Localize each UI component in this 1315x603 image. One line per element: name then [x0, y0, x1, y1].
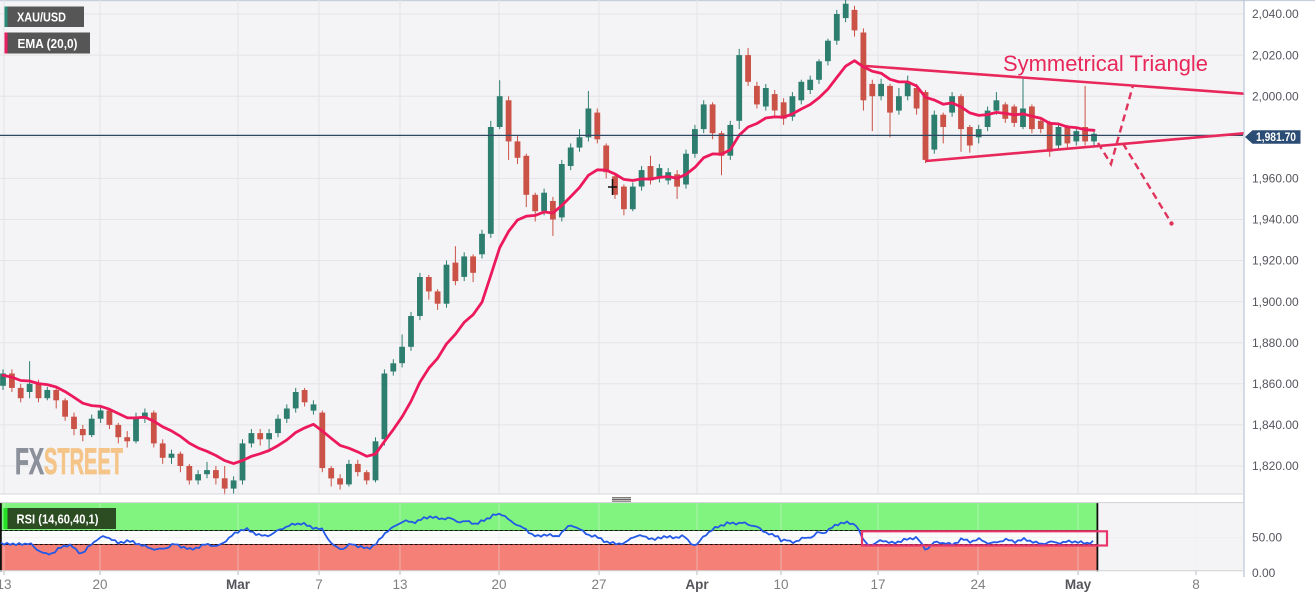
svg-text:10: 10: [773, 577, 788, 592]
svg-text:2,020.00: 2,020.00: [1252, 48, 1299, 62]
svg-text:1,860.00: 1,860.00: [1252, 377, 1299, 391]
svg-text:Symmetrical Triangle: Symmetrical Triangle: [1003, 51, 1208, 76]
svg-text:Mar: Mar: [226, 577, 251, 592]
svg-text:1,960.00: 1,960.00: [1252, 172, 1299, 186]
svg-text:13: 13: [392, 577, 407, 592]
svg-text:20: 20: [92, 577, 107, 592]
svg-text:50.00: 50.00: [1252, 531, 1282, 545]
svg-text:RSI (14,60,40,1): RSI (14,60,40,1): [17, 512, 99, 527]
svg-text:1,920.00: 1,920.00: [1252, 254, 1299, 268]
svg-text:20: 20: [491, 577, 506, 592]
svg-text:1,840.00: 1,840.00: [1252, 418, 1299, 432]
svg-text:1,981.70: 1,981.70: [1256, 132, 1296, 144]
svg-text:FX: FX: [15, 441, 44, 482]
svg-text:Apr: Apr: [685, 577, 709, 592]
svg-text:1,880.00: 1,880.00: [1252, 336, 1299, 350]
svg-text:7: 7: [315, 577, 323, 592]
svg-text:1,820.00: 1,820.00: [1252, 459, 1299, 473]
svg-text:STREET: STREET: [44, 441, 123, 482]
svg-text:1,900.00: 1,900.00: [1252, 295, 1299, 309]
svg-text:13: 13: [0, 577, 12, 592]
svg-text:1,940.00: 1,940.00: [1252, 213, 1299, 227]
svg-text:8: 8: [1192, 577, 1200, 592]
svg-text:27: 27: [591, 577, 606, 592]
svg-text:0.00: 0.00: [1252, 566, 1276, 580]
svg-text:24: 24: [970, 577, 986, 592]
svg-text:May: May: [1065, 577, 1092, 592]
svg-text:EMA (20,0): EMA (20,0): [18, 37, 78, 51]
svg-text:2,040.00: 2,040.00: [1252, 7, 1299, 21]
svg-text:XAU/USD: XAU/USD: [17, 11, 66, 25]
svg-text:2,000.00: 2,000.00: [1252, 89, 1299, 103]
svg-text:17: 17: [870, 577, 885, 592]
